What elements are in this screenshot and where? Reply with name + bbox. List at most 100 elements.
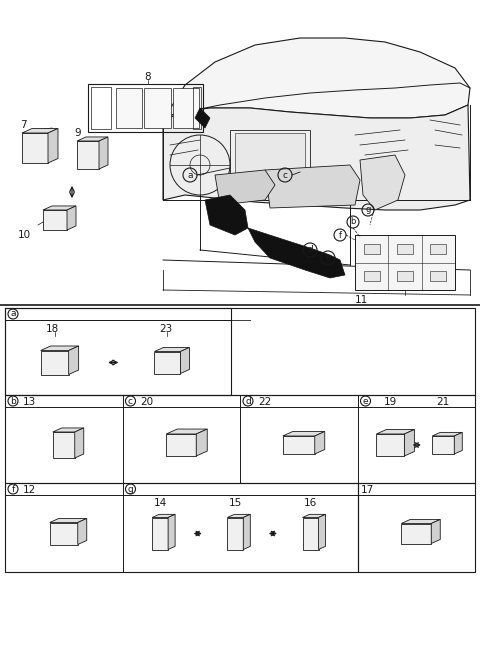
Polygon shape: [50, 522, 78, 544]
Polygon shape: [77, 137, 108, 141]
Polygon shape: [152, 518, 168, 550]
Bar: [431, 244, 446, 254]
Text: 13: 13: [23, 397, 36, 407]
Bar: [230, 130, 310, 180]
Polygon shape: [75, 428, 84, 458]
Text: b: b: [10, 396, 16, 405]
Polygon shape: [166, 434, 196, 456]
Text: 23: 23: [159, 324, 172, 334]
Polygon shape: [376, 434, 404, 456]
Polygon shape: [155, 352, 180, 373]
Polygon shape: [319, 514, 325, 550]
Polygon shape: [248, 228, 345, 278]
Polygon shape: [41, 346, 79, 350]
Polygon shape: [163, 38, 470, 120]
Text: 11: 11: [355, 295, 368, 305]
Bar: [155, 522, 165, 531]
Text: 10: 10: [18, 230, 31, 240]
Polygon shape: [43, 210, 67, 230]
Polygon shape: [69, 346, 79, 375]
Polygon shape: [302, 518, 319, 550]
Polygon shape: [283, 436, 315, 454]
Text: 8: 8: [144, 72, 151, 82]
Polygon shape: [401, 523, 431, 544]
Bar: [80, 147, 96, 161]
Text: f: f: [338, 230, 341, 239]
Bar: [358, 483, 475, 572]
Text: c: c: [128, 396, 133, 405]
Bar: [305, 535, 315, 546]
Text: c: c: [283, 171, 288, 180]
Bar: [364, 271, 380, 281]
Polygon shape: [401, 520, 440, 523]
Bar: [159, 356, 175, 371]
Bar: [155, 535, 165, 546]
Text: 18: 18: [46, 324, 59, 334]
Bar: [173, 88, 199, 128]
Polygon shape: [302, 514, 325, 518]
Polygon shape: [78, 518, 87, 544]
Bar: [397, 244, 413, 254]
Bar: [45, 354, 65, 373]
Text: 19: 19: [384, 397, 397, 407]
Bar: [91, 87, 111, 129]
Text: 16: 16: [304, 498, 317, 508]
Text: 7: 7: [20, 120, 26, 130]
Polygon shape: [41, 350, 69, 375]
Bar: [5, 308, 230, 395]
Text: f: f: [12, 485, 14, 493]
Polygon shape: [196, 429, 207, 456]
Bar: [25, 138, 45, 158]
Text: g: g: [365, 205, 371, 215]
Polygon shape: [228, 518, 243, 550]
Polygon shape: [404, 430, 414, 456]
Polygon shape: [43, 206, 76, 210]
Polygon shape: [215, 170, 275, 205]
Text: 20: 20: [141, 397, 154, 407]
Bar: [144, 88, 171, 128]
Bar: [355, 235, 455, 290]
Text: e: e: [325, 253, 331, 262]
Polygon shape: [243, 514, 250, 550]
Polygon shape: [48, 129, 58, 163]
Polygon shape: [168, 514, 175, 550]
Text: 21: 21: [437, 397, 450, 407]
Polygon shape: [454, 432, 462, 454]
Bar: [380, 437, 400, 453]
Polygon shape: [99, 137, 108, 169]
Bar: [5, 483, 358, 572]
Text: a: a: [187, 171, 193, 180]
Polygon shape: [50, 518, 87, 522]
Polygon shape: [22, 133, 48, 163]
Polygon shape: [77, 141, 99, 169]
Bar: [47, 356, 55, 363]
Polygon shape: [265, 165, 360, 208]
Polygon shape: [166, 429, 207, 434]
Text: d: d: [307, 245, 313, 255]
Polygon shape: [376, 430, 414, 434]
Polygon shape: [315, 432, 325, 454]
Bar: [88, 84, 203, 132]
Bar: [193, 87, 201, 129]
Text: 22: 22: [258, 397, 271, 407]
Polygon shape: [163, 105, 470, 210]
Bar: [431, 271, 446, 281]
Bar: [305, 522, 315, 531]
Text: 9: 9: [75, 128, 81, 138]
Bar: [384, 440, 389, 450]
Bar: [230, 522, 240, 531]
Polygon shape: [228, 514, 250, 518]
Polygon shape: [53, 428, 84, 432]
Bar: [397, 271, 413, 281]
Text: 15: 15: [228, 498, 242, 508]
Polygon shape: [53, 432, 75, 458]
Bar: [364, 244, 380, 254]
Text: 12: 12: [23, 485, 36, 495]
Polygon shape: [195, 108, 210, 128]
Text: e: e: [363, 396, 368, 405]
Text: a: a: [10, 310, 16, 319]
Polygon shape: [360, 155, 405, 210]
Bar: [406, 527, 426, 541]
Text: d: d: [245, 396, 251, 405]
Bar: [230, 535, 240, 546]
